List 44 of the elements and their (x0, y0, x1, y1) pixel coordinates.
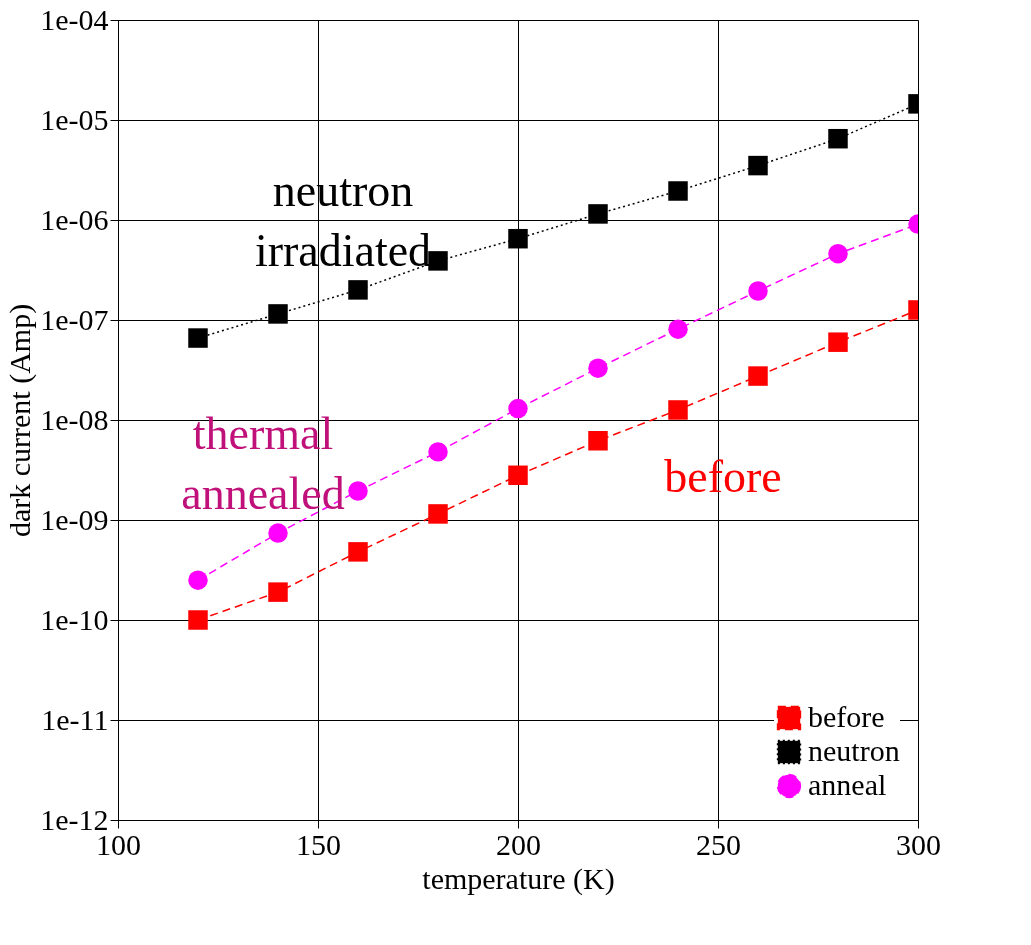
point (348, 542, 368, 562)
point (428, 251, 448, 271)
point (188, 570, 208, 590)
point (428, 442, 448, 462)
x-tick-label: 300 (896, 827, 941, 861)
point (508, 228, 528, 249)
point (588, 204, 608, 224)
point (508, 465, 528, 486)
y-tick-label: 1e-06 (40, 202, 109, 236)
point (828, 244, 848, 264)
point (428, 504, 448, 524)
point (268, 582, 288, 602)
y-tick-label: 1e-05 (40, 102, 109, 136)
x-axis-title: temperature (K) (422, 861, 615, 896)
y-tick-label: 1e-11 (41, 702, 109, 736)
point (748, 155, 768, 176)
legend-label: neutron (808, 734, 900, 767)
x-tick-label: 150 (296, 827, 341, 861)
point (188, 328, 208, 348)
y-tick-label: 1e-04 (40, 2, 109, 36)
x-tick-label: 200 (496, 827, 541, 861)
y-tick-label: 1e-10 (40, 602, 109, 636)
point (268, 304, 288, 324)
point (668, 319, 688, 339)
point (828, 128, 848, 149)
point (588, 358, 608, 378)
y-tick-label: 1e-07 (40, 302, 109, 336)
point (348, 481, 368, 501)
point (348, 280, 368, 300)
point (668, 400, 688, 420)
point (188, 610, 208, 630)
point (748, 366, 768, 386)
y-tick-label: 1e-08 (40, 402, 109, 436)
point (668, 181, 688, 201)
point (268, 523, 288, 543)
y-tick-label: 1e-09 (40, 502, 109, 536)
point (508, 398, 528, 419)
y-axis-title: dark current (Amp) (3, 303, 38, 538)
point (588, 431, 608, 451)
point (828, 332, 848, 352)
x-tick-label: 250 (696, 827, 741, 861)
legend-label: before (808, 700, 885, 733)
point (748, 281, 768, 301)
legend-label: anneal (808, 768, 887, 801)
